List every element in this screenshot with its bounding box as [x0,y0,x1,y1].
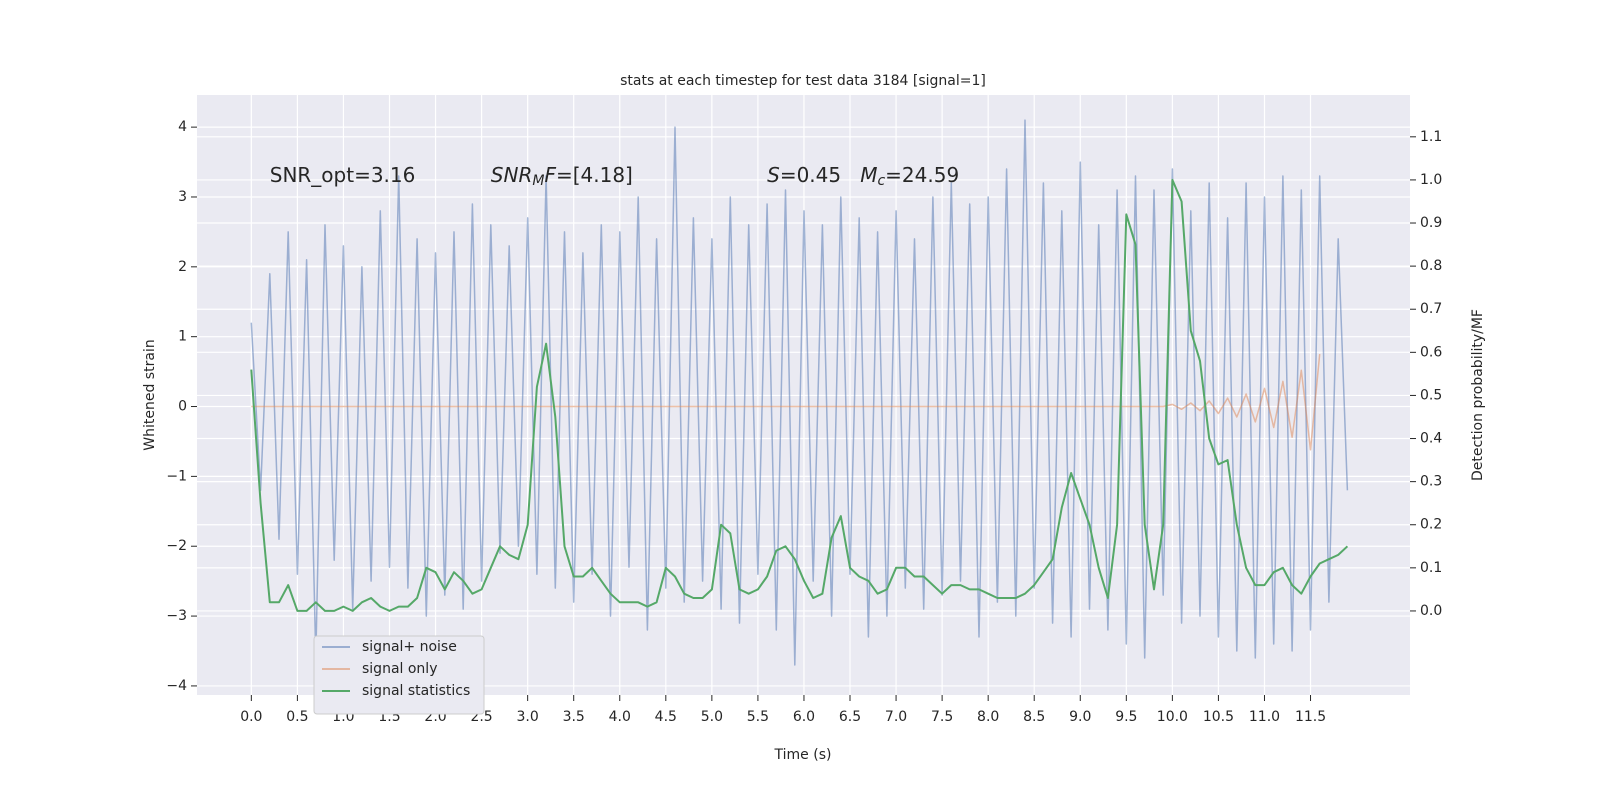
y-tick-label: −2 [166,538,187,554]
y-tick-label: −3 [166,608,187,624]
series-line [250,119,1349,666]
x-tick-label: 3.5 [563,709,585,725]
x-tick-label: 6.5 [839,709,861,725]
x-tick-label: 8.5 [1023,709,1045,725]
y2-axis-label: Detection probability/MF [1470,309,1486,481]
annotation-part: =[4.18] [556,163,633,187]
y-axis-label: Whitened strain [142,339,158,450]
y2-tick-label: 1.0 [1420,172,1442,188]
y-tick-label: −1 [166,468,187,484]
legend-box [313,635,485,715]
y-tick-label: 3 [178,189,187,205]
y-tick-label: 1 [178,329,187,345]
y-tick-label: 4 [178,119,187,135]
y2-tick-label: 0.2 [1420,517,1442,533]
x-tick-label: 5.0 [701,709,723,725]
x-tick-label: 8.0 [977,709,999,725]
y-tick-label: 0 [178,399,187,415]
x-tick-label: 4.5 [655,709,677,725]
x-tick-label: 9.0 [1069,709,1091,725]
y2-tick-label: 0.7 [1420,301,1442,317]
annotation-part: =24.59 [885,163,959,187]
annotation-part: SNR_opt=3.16 [270,163,416,187]
annotation-part: S [767,163,780,187]
x-tick-label: 10.0 [1157,709,1188,725]
y2-tick-label: 0.5 [1420,387,1442,403]
x-tick-label: 7.0 [885,709,907,725]
y2-tick-label: 0.9 [1420,215,1442,231]
legend-label: signal only [362,661,437,677]
x-tick-label: 11.0 [1249,709,1280,725]
annotation: SNR_opt=3.16 [270,163,416,187]
y2-tick-label: 0.4 [1420,431,1442,447]
annotation-part: M [860,163,877,187]
y2-tick-label: 0.6 [1420,344,1442,360]
x-tick-label: 4.0 [609,709,631,725]
x-tick-label: 6.0 [793,709,815,725]
annotation: S=0.45 Mc=24.59 [767,163,959,190]
annotation-part: c [877,173,885,189]
x-tick-label: 5.5 [747,709,769,725]
y2-tick-label: 1.1 [1420,129,1442,145]
y2-tick-label: 0.1 [1420,560,1442,576]
x-axis-label: Time (s) [774,747,832,763]
annotation-part: =0.45 [780,163,860,187]
y2-tick-label: 0.0 [1420,603,1442,619]
annotation: SNRMF=[4.18] [491,163,633,190]
annotation-part: M [532,173,544,189]
y2-tick-label: 0.3 [1420,474,1442,490]
y2-tick-label: 0.8 [1420,258,1442,274]
series-line [250,178,1349,612]
y-tick-label: 2 [178,259,187,275]
x-tick-label: 11.5 [1295,709,1326,725]
annotation-part: F [544,163,556,187]
x-tick-label: 9.5 [1115,709,1137,725]
x-tick-label: 10.5 [1203,709,1234,725]
x-tick-label: 0.0 [240,709,262,725]
legend-label: signal+ noise [362,639,457,655]
chart-title: stats at each timestep for test data 318… [620,73,986,89]
legend-label: signal statistics [362,683,470,699]
x-tick-label: 3.0 [517,709,539,725]
x-tick-label: 7.5 [931,709,953,725]
annotation-part: SNR [491,163,533,187]
x-tick-label: 0.5 [286,709,308,725]
y-tick-label: −4 [166,678,187,694]
